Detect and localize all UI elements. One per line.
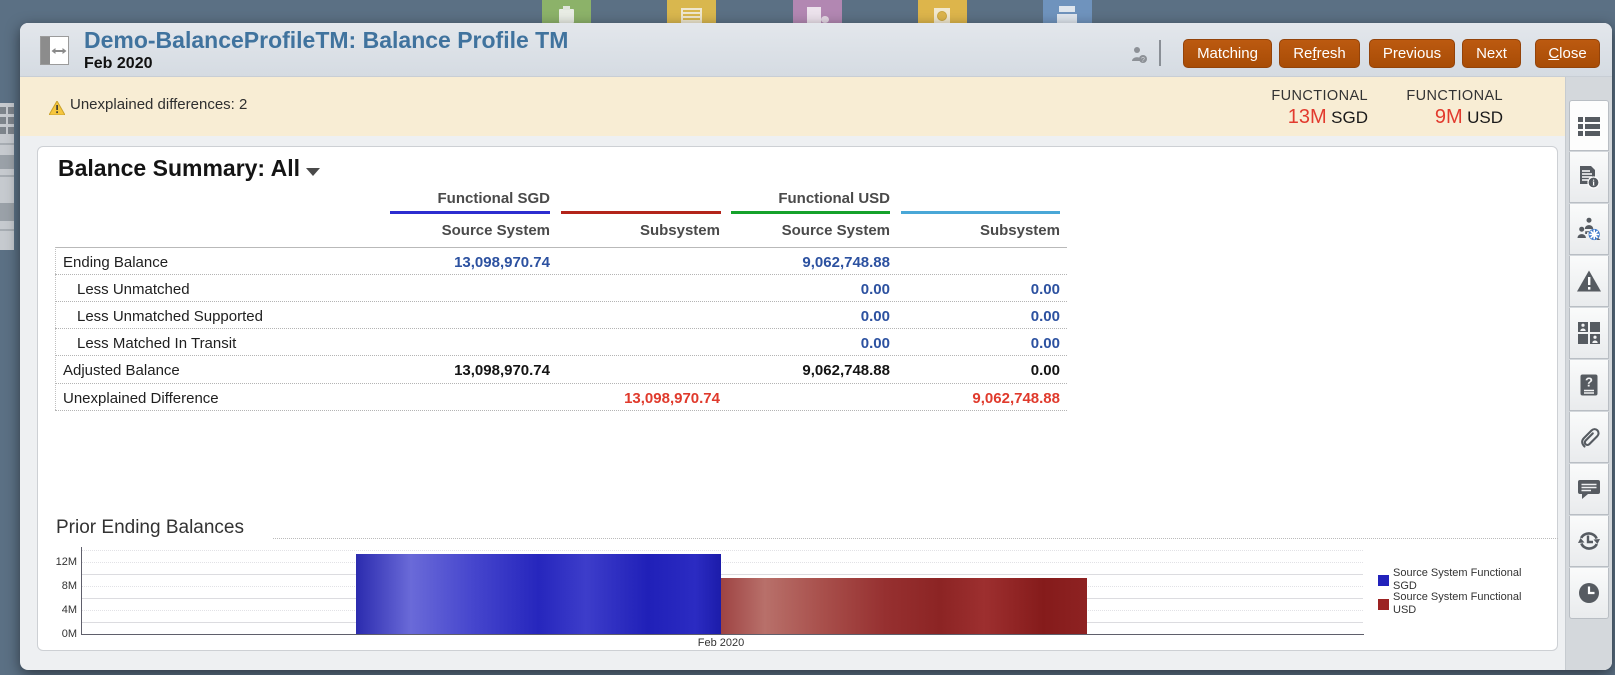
svg-text:?: ? [1141, 57, 1145, 64]
svg-text:?: ? [1585, 375, 1593, 390]
svg-text:i: i [1592, 178, 1595, 188]
